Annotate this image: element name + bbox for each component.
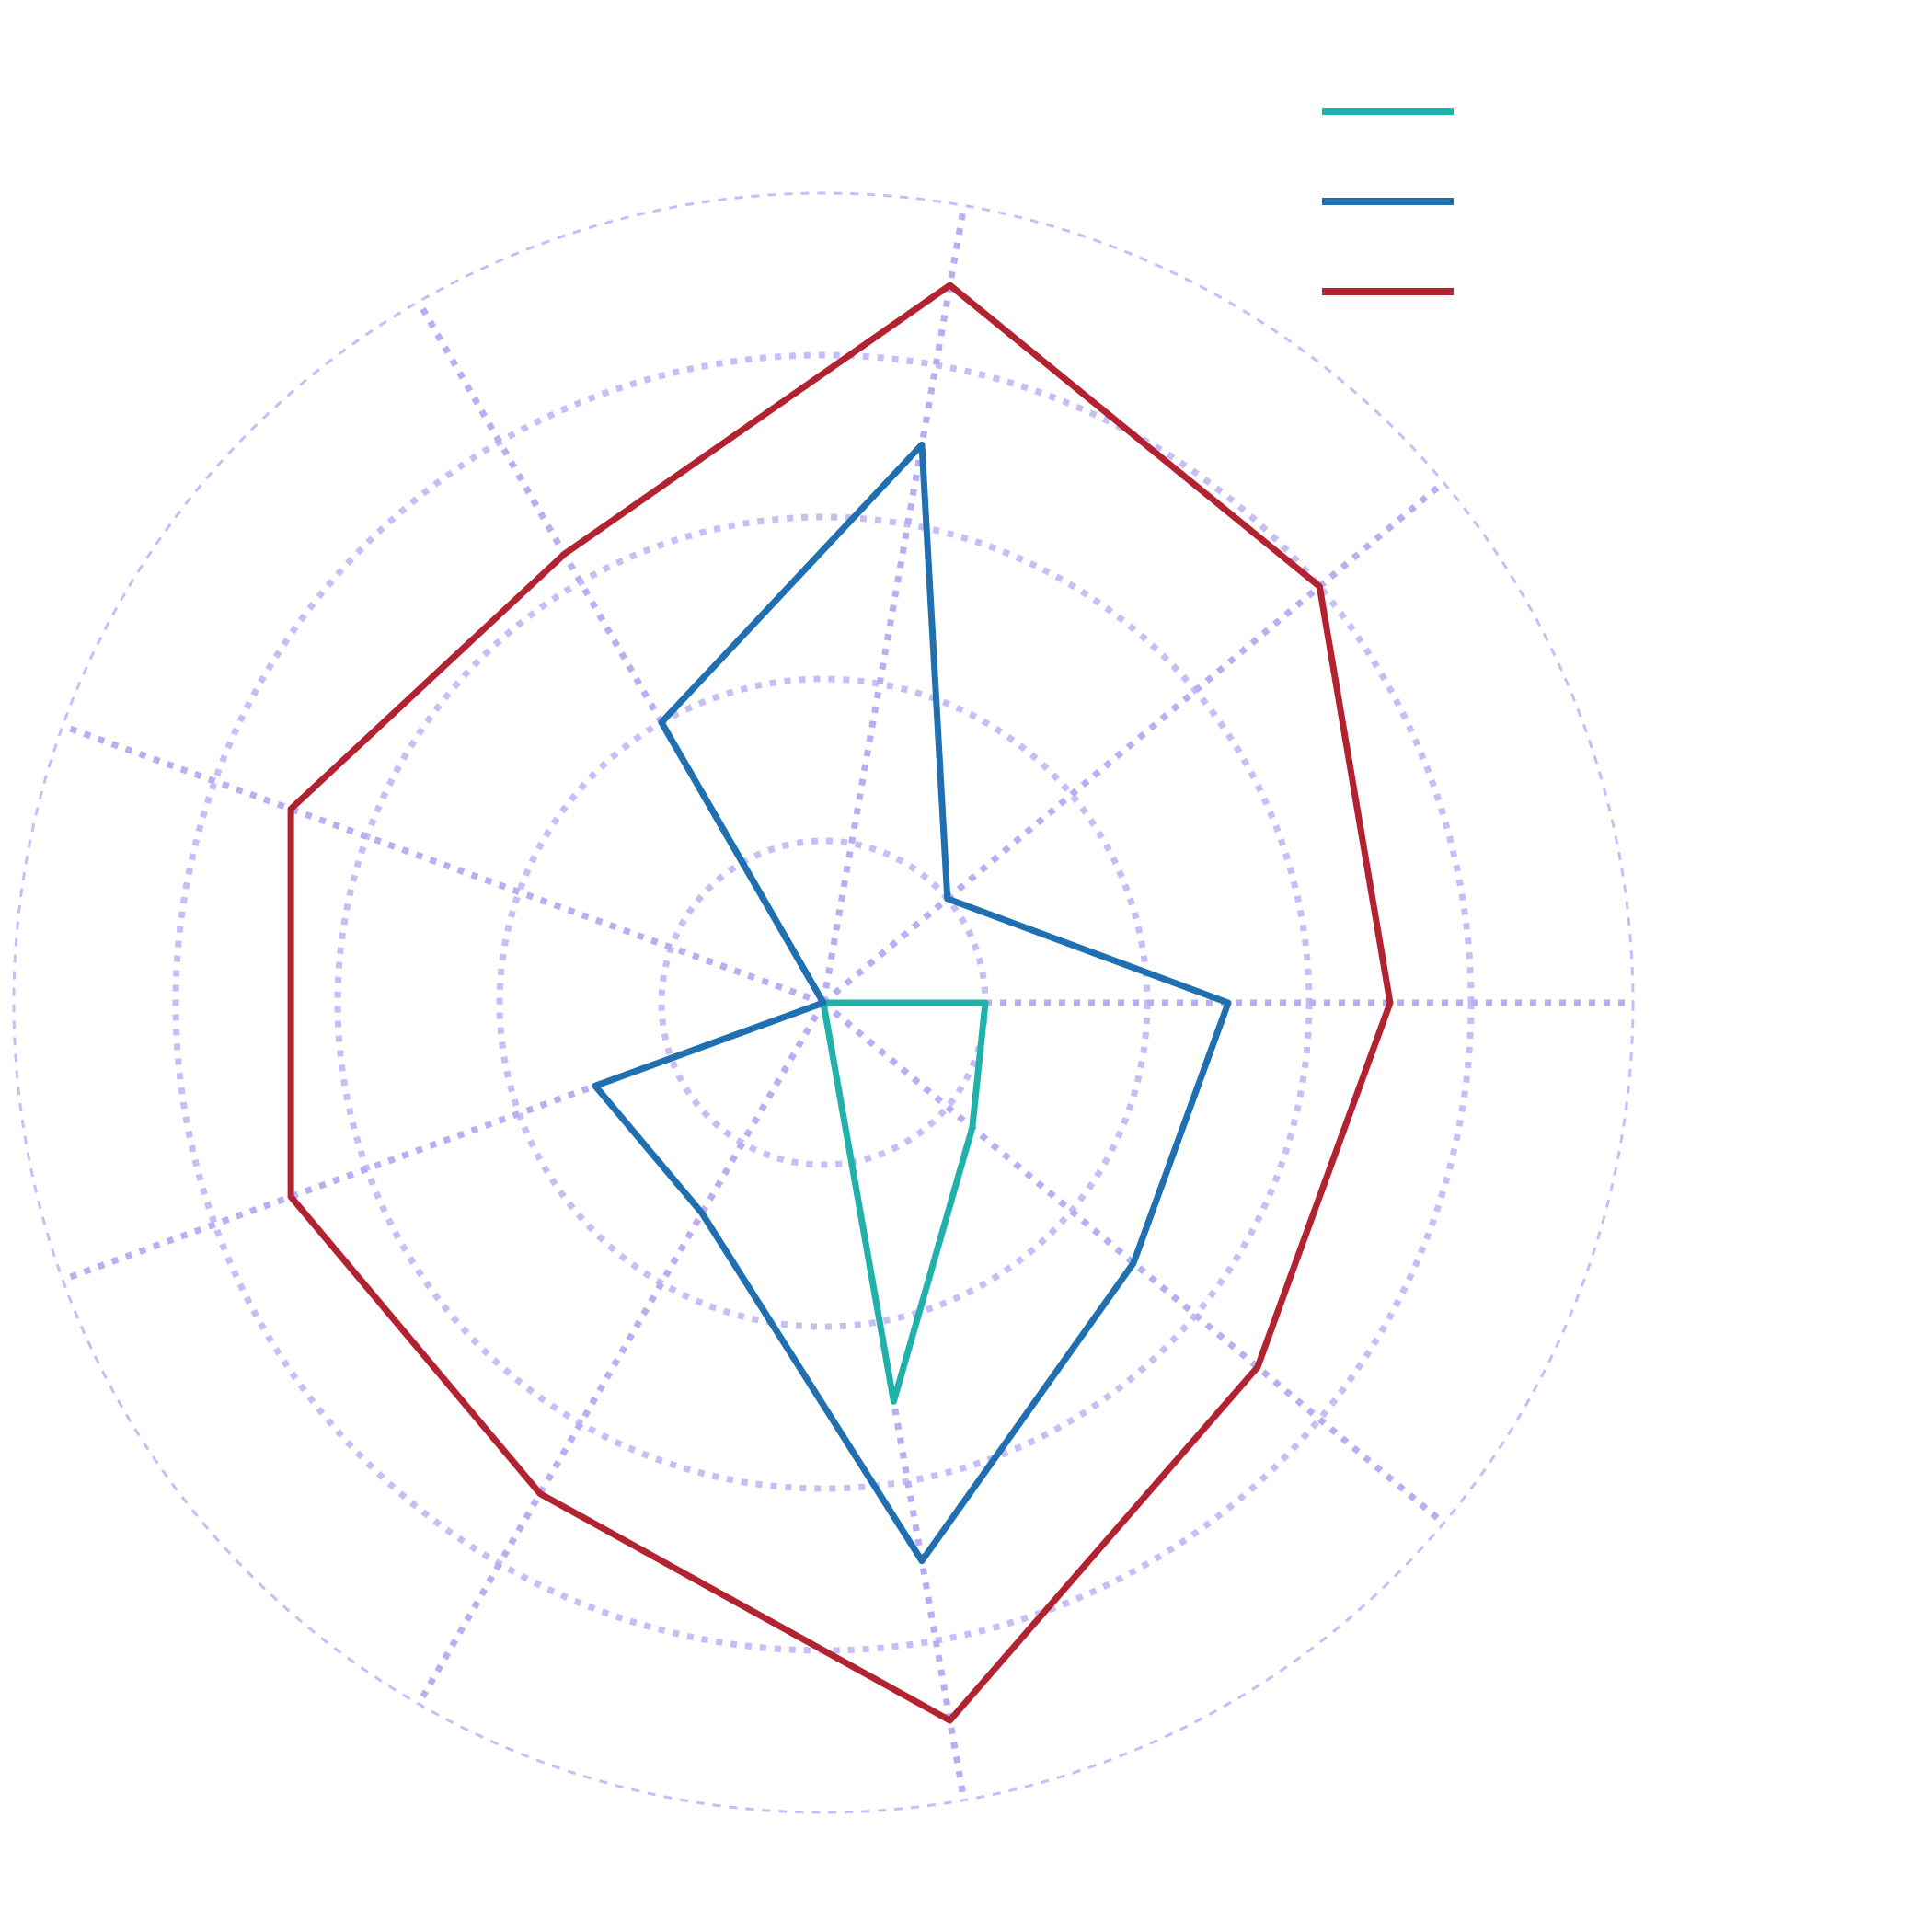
series-line-3 — [287, 282, 1394, 1724]
axis-spoke-6 — [61, 722, 825, 1006]
series-line-2 — [592, 441, 1232, 1565]
series-layer — [287, 282, 1394, 1724]
axis-spoke-4 — [415, 1001, 827, 1706]
grid-ring-5 — [12, 191, 1635, 1814]
axis-spoke-9 — [821, 479, 1446, 1006]
axis-spoke-8 — [820, 204, 968, 1004]
legend — [1322, 108, 1454, 295]
axis-spoke-2 — [821, 1000, 1446, 1526]
